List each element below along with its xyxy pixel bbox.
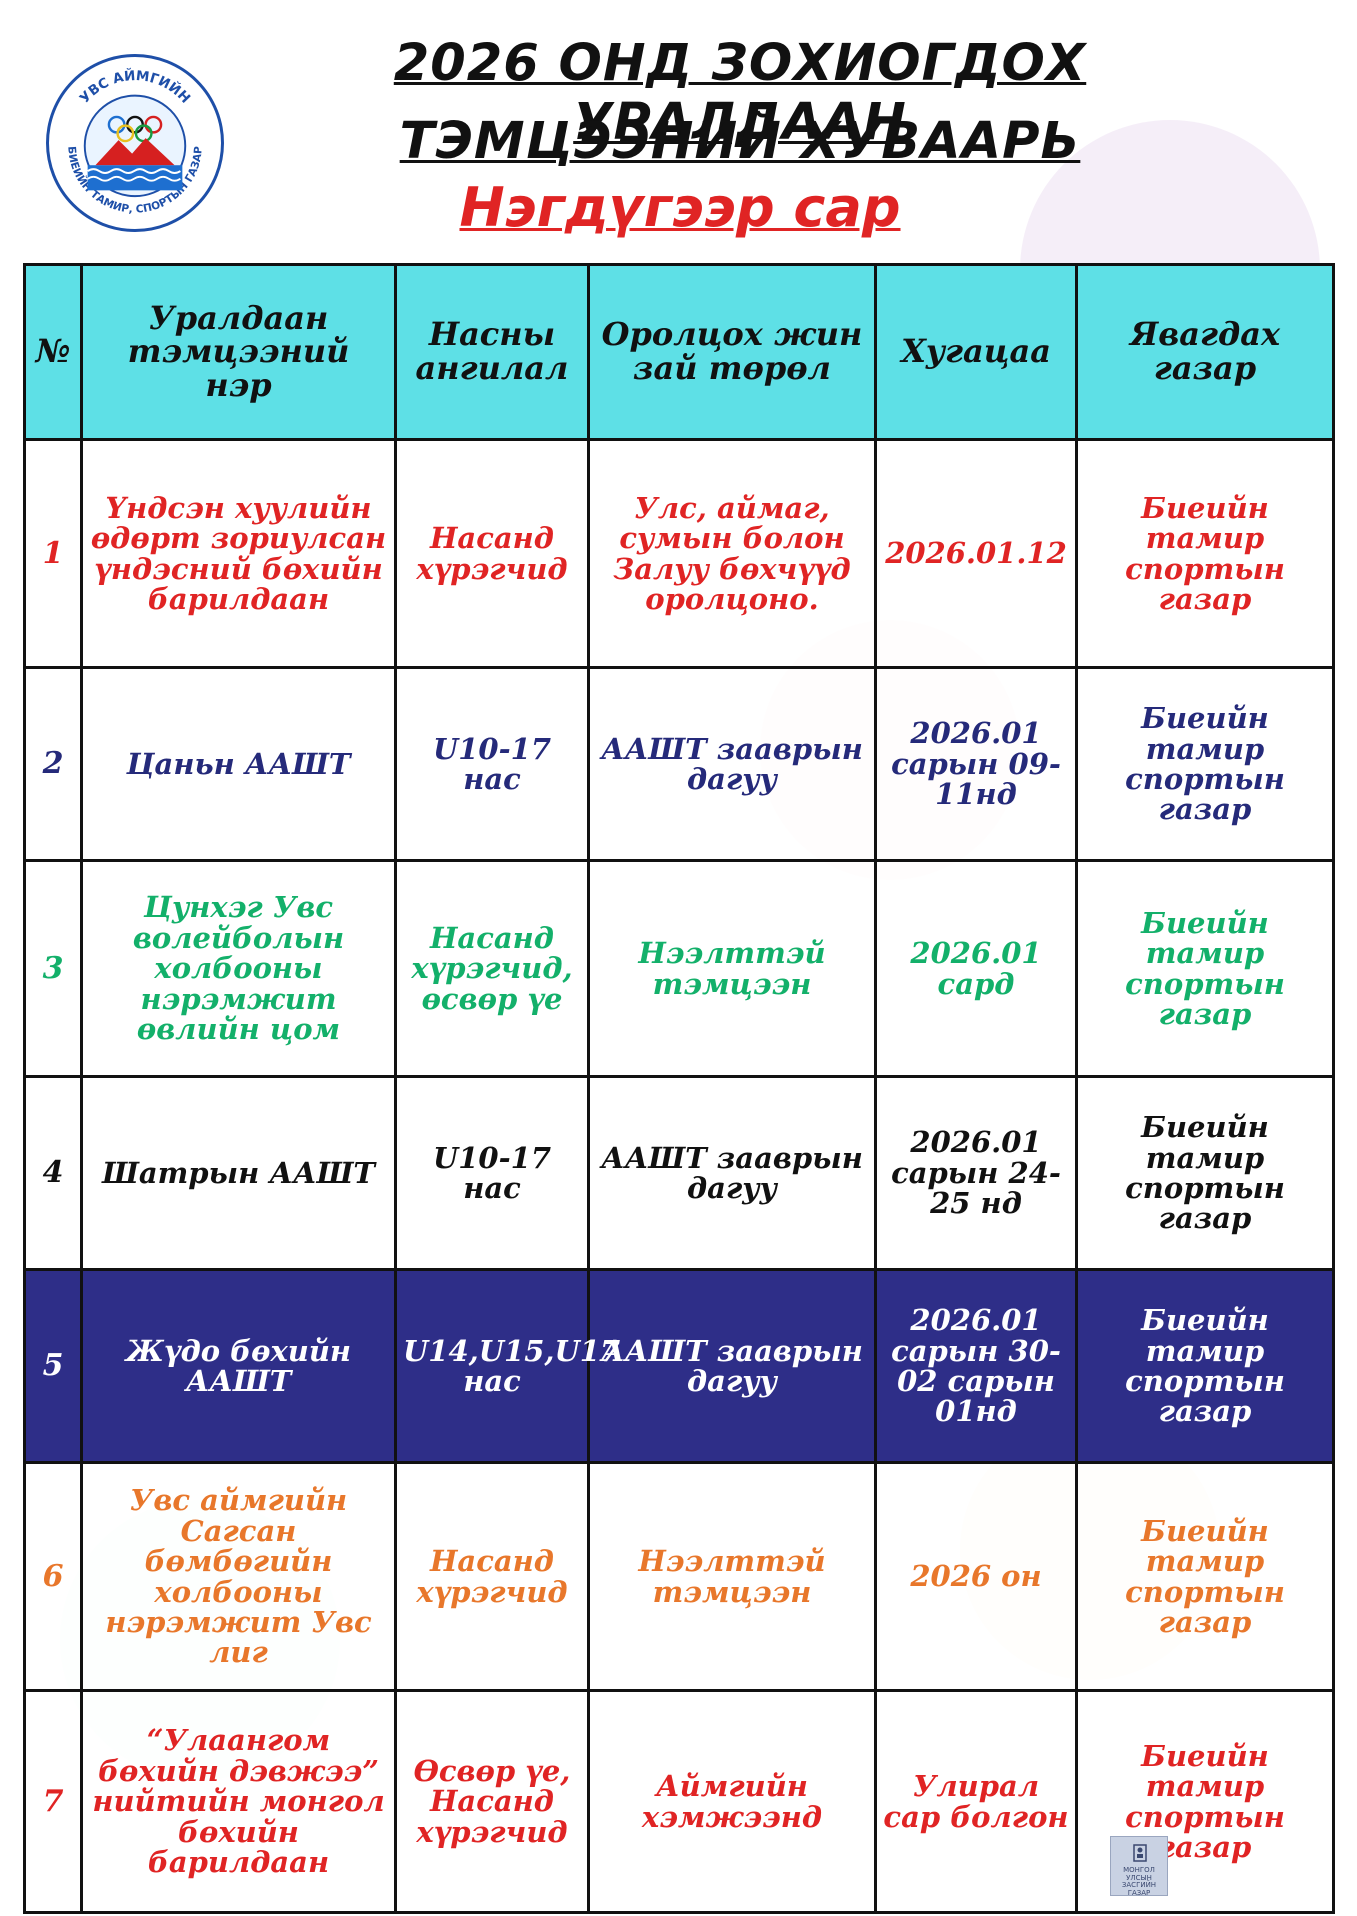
event-location: Биеийн тамир спортын газар [1075, 859, 1335, 1078]
table-row: 2 Цаньн ААШТ U10-17 нас ААШТ зааврын даг… [23, 666, 1335, 862]
table-row: 7 “Улаангом бөхийн дэвжээ” нийтийн монго… [23, 1689, 1335, 1914]
table-row-highlighted: 5 Жүдо бөхийн ААШТ U14,U15,U17 нас ААШТ … [23, 1268, 1335, 1464]
age-category: Насанд хүрэгчид [394, 438, 590, 669]
age-category: Насанд хүрэгчид [394, 1461, 590, 1692]
weight-category: Нээлттэй тэмцээн [587, 1461, 877, 1692]
event-name: Жүдо бөхийн ААШТ [80, 1268, 397, 1464]
age-category: U10-17 нас [394, 666, 590, 862]
page-title-line2: ТЭМЦЭЭНИЙ ХУВААРЬ [399, 112, 1081, 171]
age-category: U10-17 нас [394, 1075, 590, 1271]
event-name: Цаньн ААШТ [80, 666, 397, 862]
age-category: Насанд хүрэгчид, өсвөр үе [394, 859, 590, 1078]
event-name: Цунхэг Увс волейболын холбооны нэрэмжит … [80, 859, 397, 1078]
event-location: Биеийн тамир спортын газар [1075, 1075, 1335, 1271]
header-date: Хугацаа [874, 263, 1078, 441]
row-number: 4 [23, 1075, 83, 1271]
event-date: 2026.01 сарын 24-25 нд [874, 1075, 1078, 1271]
header-location: Явагдах газар [1075, 263, 1335, 441]
age-category: U14,U15,U17 нас [394, 1268, 620, 1464]
event-date: 2026 он [874, 1461, 1078, 1692]
event-location: Биеийн тамир спортын газар [1075, 1268, 1335, 1464]
event-location: Биеийн тамир спортын газар [1075, 1461, 1335, 1692]
event-name: Шатрын ААШТ [80, 1075, 397, 1271]
event-date: Улирал сар болгон [874, 1689, 1078, 1914]
event-date: 2026.01 сарын 30- 02 сарын 01нд [874, 1268, 1078, 1464]
table-row: 1 Үндсэн хуулийн өдөрт зориулсан үндэсни… [23, 438, 1335, 669]
table-row: 3 Цунхэг Увс волейболын холбооны нэрэмжи… [23, 859, 1335, 1078]
table-row: 6 Увс аймгийн Сагсан бөмбөгийн холбооны … [23, 1461, 1335, 1692]
weight-category: Нээлттэй тэмцээн [587, 859, 877, 1078]
event-location: Биеийн тамир спортын газар [1075, 666, 1335, 862]
event-name: “Улаангом бөхийн дэвжээ” нийтийн монгол … [80, 1689, 397, 1914]
schedule-table: № Уралдаан тэмцээний нэр Насны ангилал О… [23, 263, 1335, 1914]
weight-category: Улс, аймаг, сумын болон Залуу бөхчүүд ор… [587, 438, 877, 669]
header-weight-category: Оролцох жин зай төрөл [587, 263, 877, 441]
organization-logo: УВС АЙМГИЙН БИЕИЙН ТАМИР, СПОРТЫН ГАЗАР [46, 54, 224, 232]
weight-category: ААШТ зааврын дагуу [587, 1268, 877, 1464]
header-event-name: Уралдаан тэмцээний нэр [80, 263, 397, 441]
row-number: 7 [23, 1689, 83, 1914]
stamp-text: МОНГОЛ УЛСЫН ЗАСГИЙН ГАЗАР [1121, 1866, 1157, 1898]
header-age-category: Насны ангилал [394, 263, 590, 441]
table-header-row: № Уралдаан тэмцээний нэр Насны ангилал О… [23, 263, 1335, 441]
event-name: Увс аймгийн Сагсан бөмбөгийн холбооны нэ… [80, 1461, 397, 1692]
age-category: Өсвөр үе, Насанд хүрэгчид [394, 1689, 590, 1914]
row-number: 1 [23, 438, 83, 669]
row-number: 6 [23, 1461, 83, 1692]
row-number: 3 [23, 859, 83, 1078]
event-date: 2026.01.12 [874, 438, 1078, 669]
row-number: 5 [23, 1268, 83, 1464]
month-subtitle: Нэгдүгээр сар [459, 176, 901, 239]
weight-category: ААШТ зааврын дагуу [587, 666, 877, 862]
event-name: Үндсэн хуулийн өдөрт зориулсан үндэсний … [80, 438, 397, 669]
weight-category: Аймгийн хэмжээнд [587, 1689, 877, 1914]
government-emblem-stamp: МОНГОЛ УЛСЫН ЗАСГИЙН ГАЗАР [1110, 1836, 1168, 1898]
event-date: 2026.01 сард [874, 859, 1078, 1078]
header-number: № [23, 263, 83, 441]
table-row: 4 Шатрын ААШТ U10-17 нас ААШТ зааврын да… [23, 1075, 1335, 1271]
event-date: 2026.01 сарын 09-11нд [874, 666, 1078, 862]
event-location: Биеийн тамир спортын газар [1075, 438, 1335, 669]
row-number: 2 [23, 666, 83, 862]
weight-category: ААШТ зааврын дагуу [587, 1075, 877, 1271]
page-title-line1: 2026 ОНД ЗОХИОГДОХ УРАЛДААН [393, 34, 1087, 152]
soyombo-icon [1133, 1844, 1147, 1862]
